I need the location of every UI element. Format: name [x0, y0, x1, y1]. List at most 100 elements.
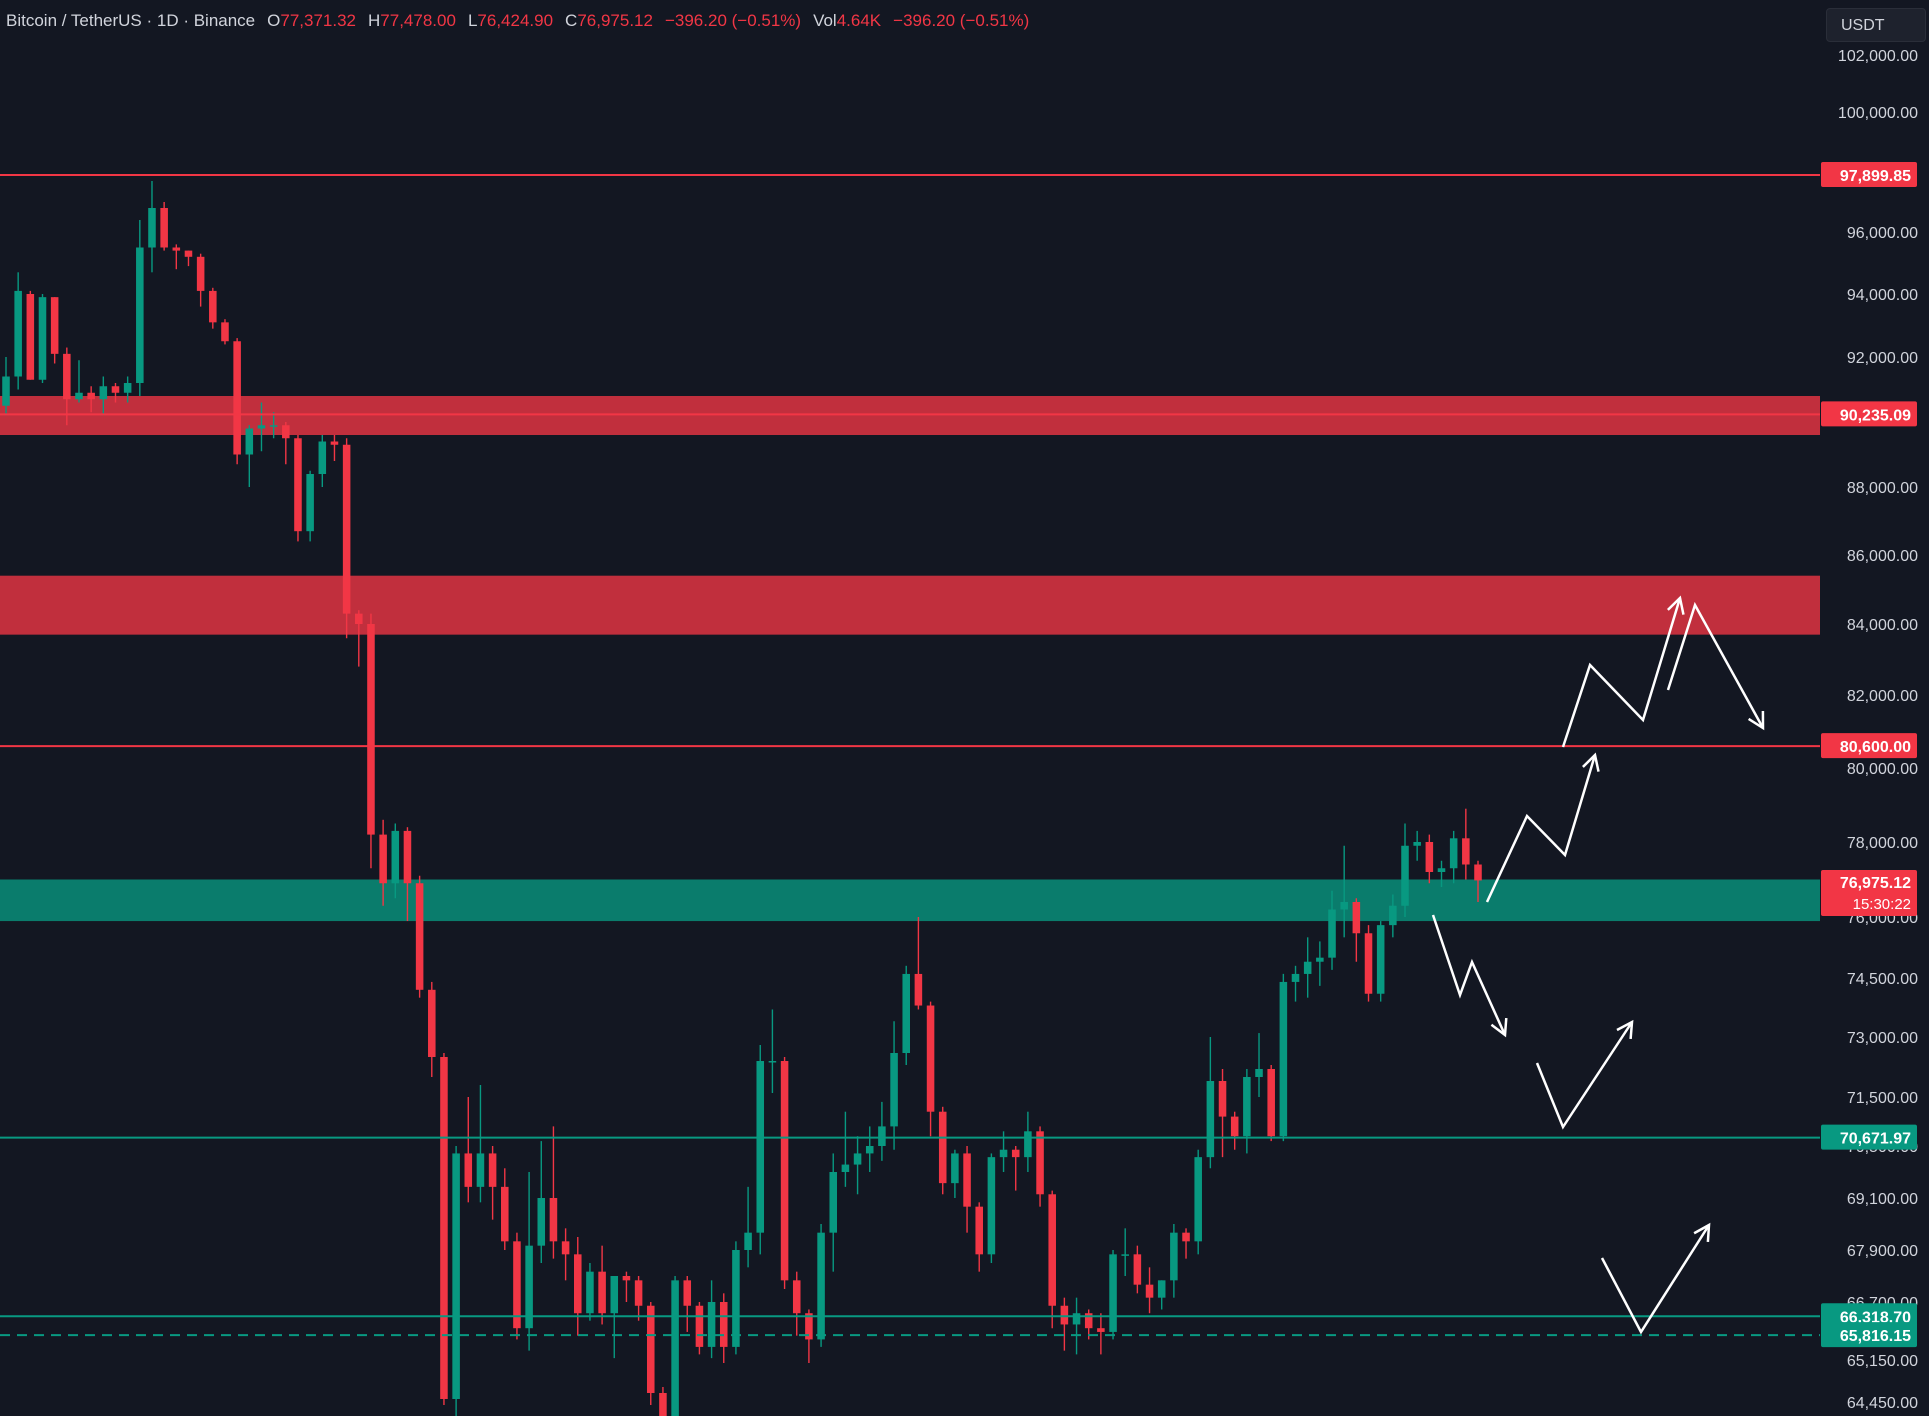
candle-body	[14, 290, 22, 377]
candle-body	[1328, 909, 1336, 958]
scenario-arrow-up-1-head	[1582, 752, 1600, 772]
high-value: 77,478.00	[380, 11, 456, 30]
price-axis-tick: 92,000.00	[1847, 350, 1918, 367]
candle-body	[1170, 1232, 1178, 1281]
price-axis-tick: 73,000.00	[1847, 1030, 1918, 1047]
candle-body	[1218, 1081, 1227, 1117]
candle-body	[878, 1126, 886, 1146]
change-value: −396.20 (−0.51%)	[664, 11, 802, 30]
scenario-arrow-up-1	[1485, 754, 1597, 903]
candle-body	[1291, 973, 1300, 982]
scenario-arrow-up-3-head	[1616, 1019, 1634, 1040]
candle-body	[914, 973, 923, 1006]
candle-body	[817, 1232, 825, 1340]
candle-body	[196, 256, 205, 291]
candle-body	[306, 474, 314, 532]
candle-body	[476, 1153, 485, 1187]
candle-body	[148, 208, 156, 248]
candle-body	[1401, 845, 1409, 906]
candle-body	[1255, 1069, 1263, 1077]
candle-body	[403, 830, 412, 884]
price-axis-tick: 69,100.00	[1847, 1191, 1918, 1208]
price-axis-tick: 64,450.00	[1847, 1395, 1918, 1412]
candle-body	[1437, 868, 1446, 872]
level-label-box-5	[1821, 1303, 1917, 1329]
candle-body	[172, 247, 181, 251]
level-label-3: 80,600.00	[1840, 739, 1911, 756]
candle-body	[1316, 957, 1324, 962]
candle-body	[549, 1198, 558, 1242]
level-label-1: 97,899.85	[1840, 168, 1911, 185]
price-axis-tick: 88,000.00	[1847, 480, 1918, 497]
scenario-arrow-up-3	[1535, 1021, 1634, 1130]
candle-body	[1449, 838, 1458, 869]
candle-body	[160, 208, 168, 248]
price-axis-tick: 84,000.00	[1847, 617, 1918, 634]
symbol-title[interactable]: Bitcoin / TetherUS · 1D · Binance	[6, 11, 256, 30]
scenario-arrow-down-1-head	[1490, 1017, 1508, 1038]
candle-body	[63, 353, 71, 400]
price-axis-tick: 82,000.00	[1847, 688, 1918, 705]
high-label: H	[368, 11, 381, 30]
candle-body	[123, 383, 132, 393]
candle-body	[379, 834, 387, 884]
candle-body	[75, 392, 83, 400]
candle-body	[428, 989, 436, 1057]
candle-body	[646, 1305, 655, 1393]
candle-body	[391, 830, 400, 884]
candle-body	[1121, 1254, 1129, 1256]
candle-body	[282, 425, 290, 439]
candle-body	[963, 1153, 971, 1207]
candle-body	[1474, 864, 1482, 881]
candle-body	[732, 1250, 740, 1347]
candle-body	[561, 1241, 570, 1255]
candle-body	[318, 441, 327, 474]
candle-body	[209, 290, 217, 323]
candle-body	[1376, 925, 1385, 994]
price-axis-tick: 80,000.00	[1847, 761, 1918, 778]
candle-body	[2, 376, 10, 406]
volume-label: Vol	[813, 11, 837, 30]
low-label: L	[467, 11, 478, 30]
zone-band-1	[0, 396, 1820, 435]
candle-body	[1230, 1116, 1239, 1137]
candle-body	[707, 1302, 716, 1347]
candle-body	[501, 1186, 509, 1242]
candle-body	[671, 1280, 679, 1416]
price-axis-tick: 67,900.00	[1847, 1243, 1918, 1260]
close-label: C	[565, 11, 578, 30]
price-axis-tick: 74,500.00	[1847, 971, 1918, 988]
candle-body	[1072, 1313, 1081, 1325]
level-label-2: 90,235.09	[1840, 407, 1911, 424]
candle-body	[987, 1157, 996, 1255]
candle-body	[99, 386, 108, 400]
candle-body	[488, 1153, 497, 1187]
candle-body	[841, 1164, 850, 1172]
currency-button[interactable]: USDT	[1826, 8, 1926, 42]
candle-body	[853, 1153, 862, 1165]
candle-body	[586, 1271, 594, 1314]
level-label-4: 70,671.97	[1840, 1131, 1911, 1148]
candle-body	[598, 1271, 606, 1314]
candle-body	[1340, 902, 1348, 910]
level-label-box-2	[1821, 401, 1917, 427]
candle-body	[1157, 1280, 1166, 1298]
volume-change-value: −396.20 (−0.51%)	[893, 11, 1030, 30]
candle-body	[221, 322, 229, 342]
candle-body	[111, 386, 120, 393]
candle-body	[1048, 1194, 1056, 1306]
candle-body	[1279, 981, 1288, 1137]
candle-body	[1182, 1232, 1190, 1242]
candle-body	[805, 1313, 813, 1340]
scenario-arrow-up-4	[1600, 1224, 1711, 1335]
candle-body	[525, 1245, 533, 1329]
open-label: O	[267, 11, 281, 30]
candle-body	[780, 1061, 789, 1281]
candle-body	[257, 425, 266, 429]
candle-body	[1413, 842, 1421, 846]
candle-body	[1011, 1149, 1020, 1158]
candle-body	[38, 297, 47, 380]
candle-body	[1084, 1313, 1093, 1329]
candle-body	[50, 297, 59, 354]
